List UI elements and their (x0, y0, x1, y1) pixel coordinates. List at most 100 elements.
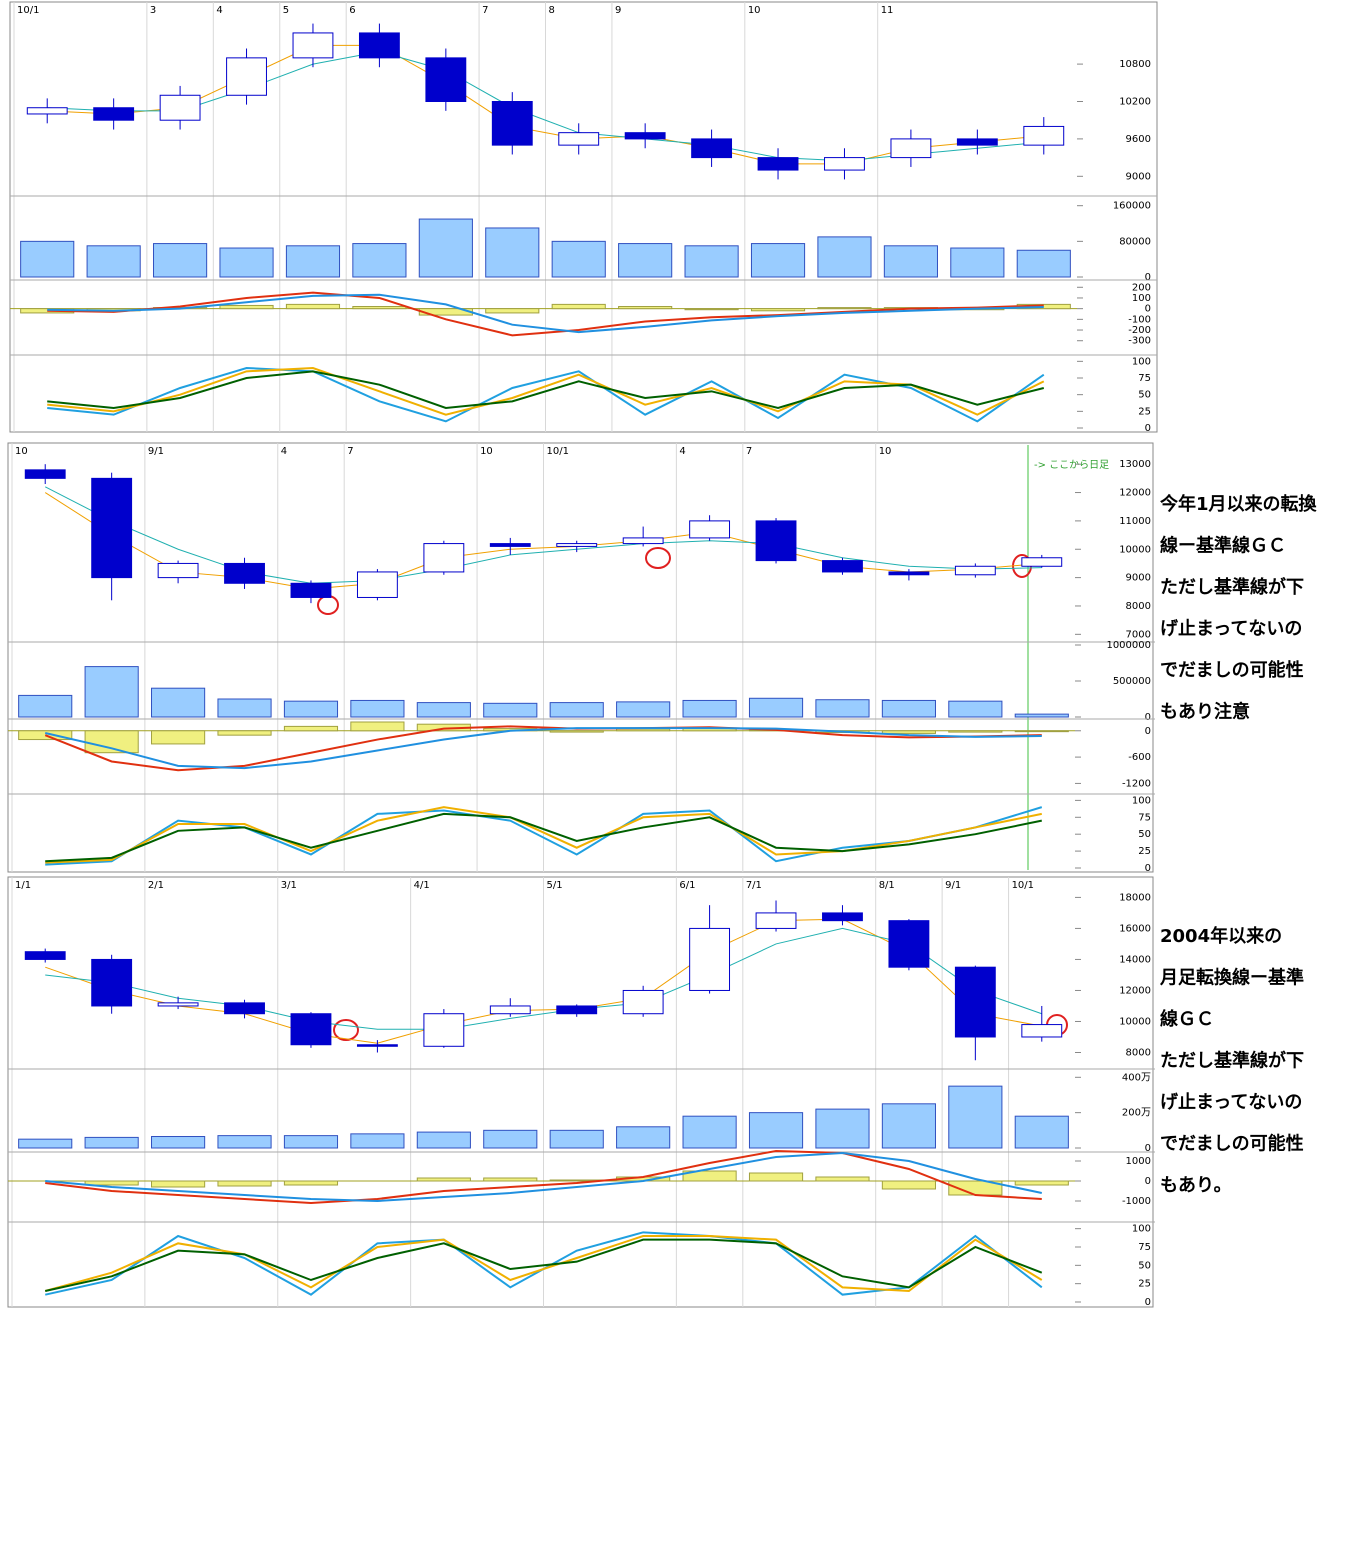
y-tick-label: 12000 (1119, 488, 1151, 499)
series-line (45, 927, 1042, 1030)
volume-bar (483, 1129, 538, 1149)
y-tick-label: 10800 (1119, 59, 1151, 70)
histogram-bar (219, 304, 274, 310)
y-tick-label: 25 (1138, 846, 1151, 857)
note-line: でだましの可能性 (1160, 659, 1304, 681)
volume-bar (549, 1129, 604, 1149)
note-line: でだましの可能性 (1160, 1133, 1304, 1155)
series-line (45, 812, 1042, 863)
volume-bar (618, 243, 673, 278)
volume-bar (283, 700, 339, 718)
candle-body (290, 1013, 332, 1046)
volume-bar (551, 240, 606, 278)
candle-body (423, 1013, 465, 1047)
candle-body (888, 920, 930, 968)
note-line: もあり。 (1160, 1175, 1232, 1196)
y-tick-label: -600 (1128, 752, 1151, 763)
y-tick-label: 100 (1132, 1224, 1151, 1235)
candle-body (356, 571, 398, 598)
series-line (44, 492, 1042, 590)
histogram-bar (350, 721, 405, 732)
highlight-circle (645, 547, 671, 569)
volume-bar (1016, 249, 1071, 278)
note-line: ただし基準線が下 (1160, 576, 1304, 598)
candle-body (622, 989, 664, 1015)
candle-body (423, 543, 465, 573)
candle-body (489, 543, 531, 547)
y-tick-label: -100 (1128, 314, 1151, 325)
series-line (47, 291, 1044, 337)
candle-body (622, 537, 664, 545)
histogram-bar (151, 1180, 206, 1188)
x-tick-label: 9 (615, 5, 621, 16)
volume-bar (815, 1108, 870, 1149)
y-tick-label: 25 (1138, 1279, 1151, 1290)
candle-body (93, 107, 135, 121)
histogram-bar (881, 1180, 936, 1190)
candle-body (425, 57, 467, 102)
volume-bar (217, 1135, 272, 1149)
candle-body (159, 94, 201, 121)
histogram-bar (285, 303, 341, 310)
candle-body (356, 1044, 398, 1047)
histogram-bar (1014, 730, 1069, 733)
histogram-bar (551, 303, 606, 310)
candle-body (755, 520, 797, 562)
x-tick-label: 4 (281, 446, 287, 457)
candle-body (757, 157, 799, 171)
volume-bar (883, 245, 938, 278)
panel-frame (7, 876, 1154, 1308)
x-tick-label: 3 (150, 5, 156, 16)
candle-body (1021, 1024, 1063, 1038)
marker-label: -> ここから日足 (1034, 459, 1109, 471)
x-tick-label: 1/1 (15, 880, 31, 891)
y-tick-label: -200 (1128, 325, 1151, 336)
candle-body (890, 138, 932, 159)
histogram-bar (18, 730, 73, 741)
y-tick-label: -1000 (1122, 1196, 1151, 1207)
volume-bar (217, 698, 272, 718)
volume-bar (682, 699, 737, 718)
y-tick-label: 12000 (1119, 985, 1151, 996)
candle-body (954, 565, 996, 576)
histogram-bar (549, 730, 604, 733)
volume-bar (418, 218, 473, 278)
volume-bar (748, 1112, 804, 1149)
candle-body (824, 157, 865, 171)
volume-bar (881, 1103, 936, 1149)
candle-body (755, 912, 797, 929)
candle-body (624, 132, 666, 140)
volume-bar (20, 240, 75, 278)
x-tick-label: 6 (349, 5, 355, 16)
y-tick-label: 10000 (1119, 1016, 1151, 1027)
volume-bar (815, 699, 870, 718)
series-line (44, 486, 1042, 584)
y-tick-label: 9600 (1126, 134, 1151, 145)
y-tick-label: 0 (1145, 712, 1151, 723)
x-tick-label: 9/1 (148, 446, 164, 457)
note-line: 月足転換線ー基準 (1159, 967, 1304, 989)
note-line: 2004年以来の (1160, 925, 1282, 947)
y-tick-label: 8000 (1126, 1047, 1151, 1058)
candle-body (1021, 557, 1063, 567)
y-tick-label: 25 (1138, 406, 1151, 417)
histogram-bar (815, 1176, 870, 1182)
series-line (44, 727, 1042, 770)
histogram-bar (948, 730, 1003, 733)
volume-bar (18, 694, 73, 718)
candle-body (1023, 125, 1065, 146)
volume-bar (153, 243, 208, 278)
x-tick-label: 11 (881, 5, 894, 16)
series-line (44, 725, 1042, 772)
note-line: げ止まってないの (1160, 618, 1302, 640)
volume-bar (18, 1138, 73, 1149)
histogram-bar (682, 1170, 737, 1182)
candle-body (691, 138, 733, 159)
panel-frame (9, 1, 1158, 433)
y-tick-label: 1000 (1126, 1156, 1151, 1167)
x-tick-label: 7 (347, 446, 353, 457)
histogram-bar (84, 1180, 139, 1186)
x-tick-label: 6/1 (679, 880, 695, 891)
